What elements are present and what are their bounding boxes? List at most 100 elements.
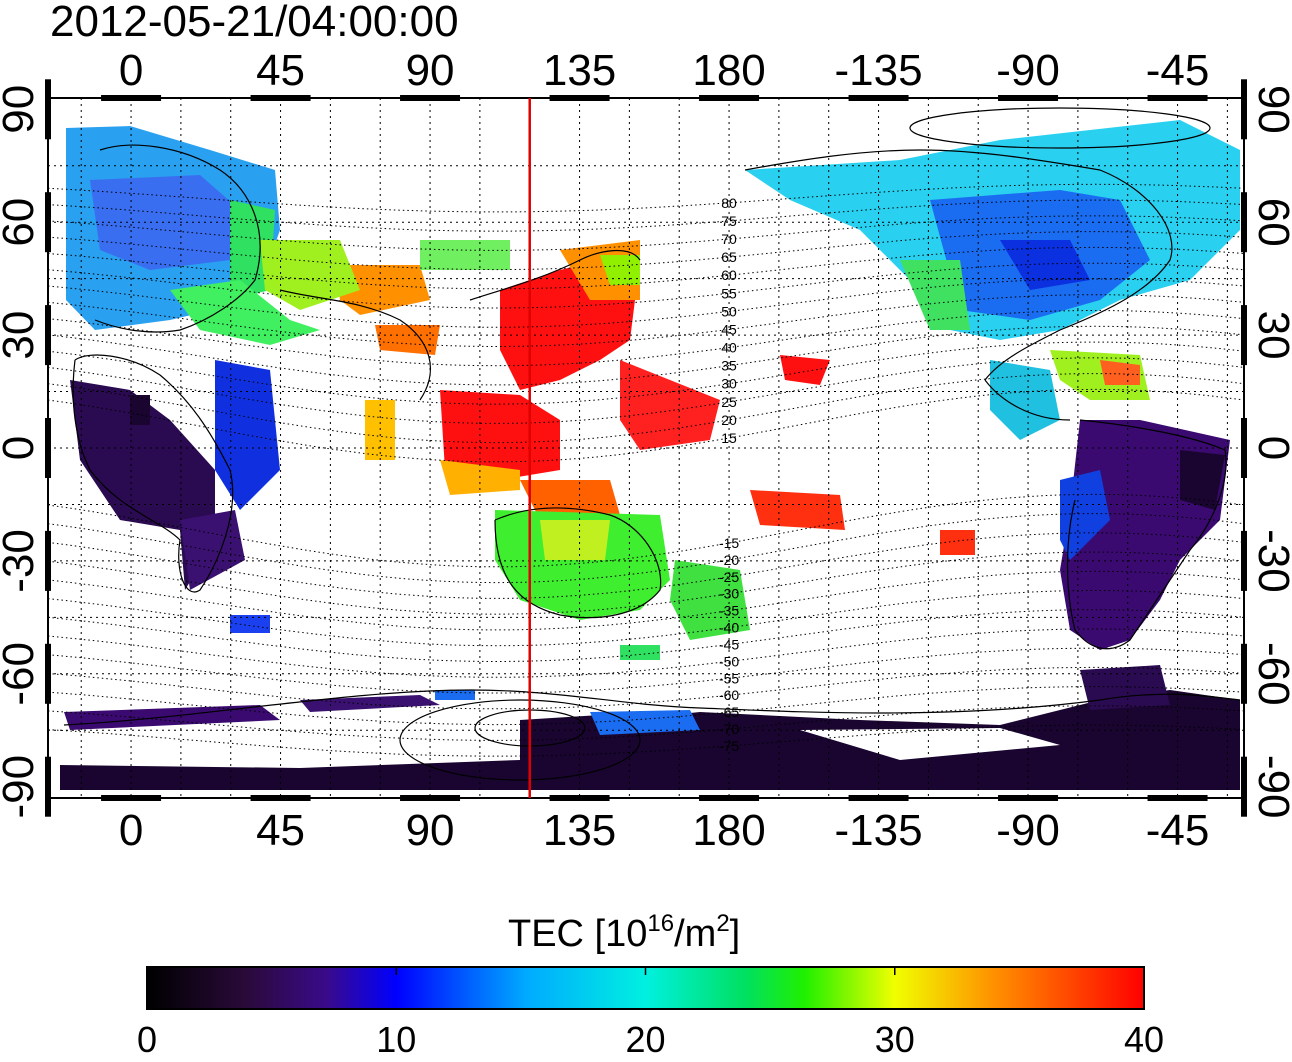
top-x-tick-label: 0 <box>119 46 143 95</box>
geomag-latitude-label: -55 <box>719 670 739 686</box>
top-frame-tick <box>250 95 311 101</box>
geomag-latitude-label: -70 <box>719 721 739 737</box>
top-x-tick-label: -135 <box>835 46 923 95</box>
geomag-latitude-label: 65 <box>721 249 737 265</box>
geomag-latitude-label: 50 <box>721 303 737 319</box>
right-frame-tick <box>1241 192 1247 253</box>
right-frame-tick <box>1241 305 1247 366</box>
geomag-latitude-label: -45 <box>719 636 739 652</box>
left-frame-tick <box>45 192 51 253</box>
geomag-latitude-label: 15 <box>721 430 737 446</box>
right-y-tick-label: 90 <box>1249 85 1292 134</box>
left-y-tick-label: -30 <box>0 529 43 593</box>
top-longitude-ticks: 0 45 90 135 180 -135 -90 -45 <box>119 46 1210 95</box>
geomag-latitude-label: -15 <box>719 535 739 551</box>
top-frame-tick <box>998 95 1059 101</box>
geomagnetic-latitude-labels: 80 75 70 65 60 55 50 45 40 35 30 25 20 15 -15-20-25-30… <box>719 195 739 754</box>
top-x-tick-label: -90 <box>996 46 1060 95</box>
geomag-latitude-label: -50 <box>719 653 739 669</box>
frame-tick-marks <box>45 79 1247 817</box>
bottom-longitude-ticks: 0 45 90 135 180 -135 -90 -45 <box>119 806 1210 855</box>
geomag-latitude-label: -65 <box>719 704 739 720</box>
geomag-contour <box>48 199 1244 232</box>
geomag-latitude-label: -75 <box>719 738 739 754</box>
lat-lon-grid <box>48 98 1244 798</box>
bottom-x-tick-label: 180 <box>692 806 765 855</box>
left-frame-tick <box>45 418 51 478</box>
colorbar-title: TEC [1016/m2] <box>508 910 740 955</box>
geomag-contour <box>48 493 1244 568</box>
left-latitude-ticks: 90 60 30 0 -30 -60 -90 <box>0 85 43 819</box>
bottom-x-tick-label: 90 <box>406 806 455 855</box>
left-y-tick-label: 30 <box>0 311 43 360</box>
geomag-latitude-label: 55 <box>721 285 737 301</box>
colorbar-ticks: 0 10 20 30 40 <box>137 967 1164 1060</box>
geomag-latitude-label: 70 <box>721 231 737 247</box>
left-frame-tick <box>45 756 51 817</box>
colorbar-label-prefix: TEC [10 <box>508 913 647 955</box>
geomag-latitude-label: -60 <box>719 687 739 703</box>
geomag-contour <box>48 686 1244 726</box>
top-frame-tick <box>1147 95 1208 101</box>
right-y-tick-label: -90 <box>1249 755 1292 819</box>
bottom-x-tick-label: -90 <box>996 806 1060 855</box>
geomag-contour <box>48 215 1244 251</box>
left-frame-tick <box>45 305 51 366</box>
left-frame-tick <box>45 79 51 140</box>
geomag-latitude-label: -25 <box>719 569 739 585</box>
right-y-tick-label: 0 <box>1249 436 1292 460</box>
right-latitude-ticks: 90 60 30 0 -30 -60 -90 <box>1249 85 1292 819</box>
geomag-contour <box>48 231 1244 271</box>
left-y-tick-label: 60 <box>0 198 43 247</box>
bottom-x-tick-label: 45 <box>256 806 305 855</box>
map-plot-area: 80 75 70 65 60 55 50 45 40 35 30 25 20 15 -15-20-25-30… <box>45 79 1247 817</box>
left-y-tick-label: 90 <box>0 85 43 134</box>
bottom-frame-tick <box>400 795 461 801</box>
right-frame-tick <box>1241 418 1247 478</box>
colorbar-label-exp2: 2 <box>716 910 729 937</box>
bottom-x-tick-label: -135 <box>835 806 923 855</box>
colorbar: TEC [1016/m2] 0 10 20 30 40 <box>137 910 1164 1060</box>
right-y-tick-label: -60 <box>1249 642 1292 706</box>
top-x-tick-label: 90 <box>406 46 455 95</box>
tec-data-layer <box>60 120 1240 790</box>
top-frame-tick <box>848 95 909 101</box>
colorbar-tick-label: 20 <box>625 1019 665 1057</box>
left-y-tick-label: 0 <box>0 436 43 460</box>
colorbar-label-exp1: 16 <box>647 910 674 937</box>
geomag-contour <box>48 388 1244 463</box>
map-title: 2012-05-21/04:00:00 <box>50 0 459 46</box>
geomag-latitude-label: 45 <box>721 321 737 337</box>
right-y-tick-label: -30 <box>1249 529 1292 593</box>
colorbar-tick-label: 30 <box>875 1019 915 1057</box>
bottom-x-tick-label: 0 <box>119 806 143 855</box>
geomag-contour <box>48 666 1244 710</box>
geomag-contour <box>48 246 1244 290</box>
bottom-frame-tick <box>1147 795 1208 801</box>
colorbar-label-suffix: ] <box>730 913 741 955</box>
geomag-latitude-label: 35 <box>721 358 737 374</box>
top-frame-tick <box>699 95 760 101</box>
top-frame-tick <box>101 95 162 101</box>
bottom-x-tick-label: -45 <box>1146 806 1210 855</box>
geomag-contour <box>48 341 1244 405</box>
bottom-frame-tick <box>101 795 162 801</box>
geomag-latitude-label: 30 <box>721 376 737 392</box>
right-y-tick-label: 30 <box>1249 311 1292 360</box>
geomag-contour <box>48 183 1244 213</box>
bottom-frame-tick <box>699 795 760 801</box>
top-frame-tick <box>549 95 610 101</box>
geomag-latitude-label: 75 <box>721 213 737 229</box>
top-x-tick-label: 180 <box>692 46 765 95</box>
colorbar-tick-label: 10 <box>376 1019 416 1057</box>
bottom-frame-tick <box>549 795 610 801</box>
colorbar-tick-label: 40 <box>1124 1019 1164 1057</box>
right-frame-tick <box>1241 756 1247 817</box>
left-y-tick-label: -60 <box>0 642 43 706</box>
right-frame-tick <box>1241 643 1247 704</box>
geomag-latitude-label: 80 <box>721 195 737 211</box>
right-frame-tick <box>1241 79 1247 140</box>
geomag-latitude-label: 20 <box>721 412 737 428</box>
geomag-latitude-label: 40 <box>721 340 737 356</box>
